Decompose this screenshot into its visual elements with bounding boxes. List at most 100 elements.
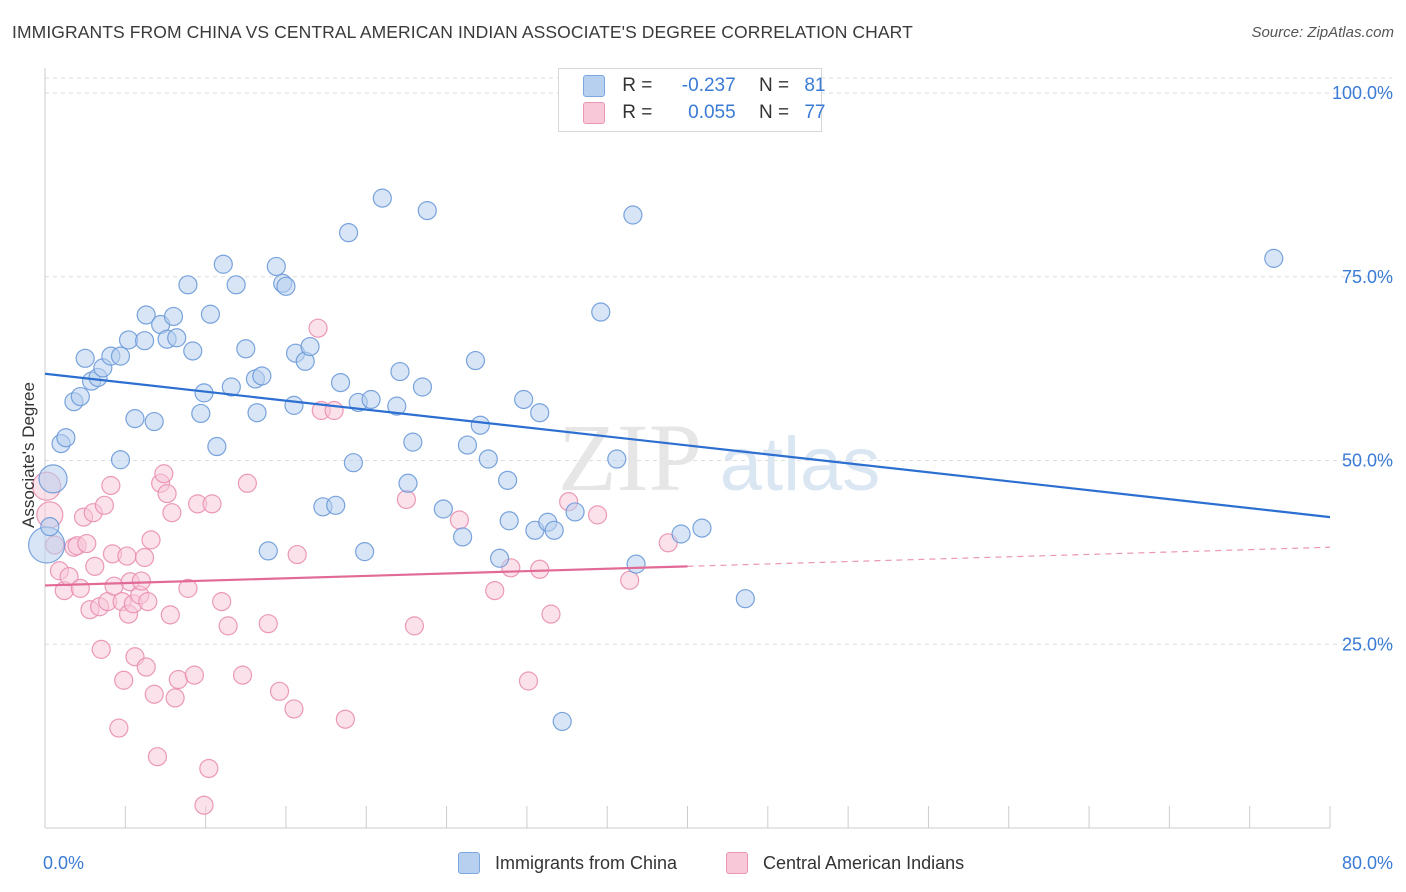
pink-point — [178, 578, 198, 598]
pink-point — [134, 547, 155, 568]
pink-point — [160, 605, 180, 625]
pink-point — [184, 665, 204, 685]
blue-point — [284, 395, 304, 415]
pink-point — [518, 671, 539, 691]
pink-point — [258, 614, 278, 634]
blue-point — [403, 432, 423, 452]
legend-r-label: R = — [622, 102, 653, 123]
blue-point — [252, 366, 272, 386]
blue-point — [183, 341, 203, 361]
bottom-legend-swatch-blue — [458, 852, 480, 875]
pink-point — [157, 483, 177, 504]
blue-point — [489, 548, 510, 568]
bottom-legend-label-cai: Central American Indians — [763, 852, 965, 873]
legend-n-label: N = — [758, 75, 790, 96]
blue-point — [514, 389, 534, 410]
blue-point — [478, 449, 498, 469]
pink-point — [541, 604, 561, 624]
legend-row-china: R = -0.237 N = 81 — [583, 75, 825, 99]
legend-n-value: 77 — [804, 102, 826, 123]
pink-point — [587, 505, 608, 525]
pink-point — [131, 571, 151, 591]
blue-point — [417, 201, 437, 221]
pink-point — [154, 464, 174, 484]
blue-point — [626, 554, 646, 574]
blue-point — [110, 346, 131, 366]
pink-point — [194, 795, 214, 815]
pink-point — [141, 530, 161, 550]
blue-point — [453, 527, 473, 547]
blue-point — [343, 453, 363, 473]
pink-point — [85, 556, 105, 576]
blue-point — [191, 403, 211, 424]
blue-point — [125, 409, 145, 429]
pink-point — [144, 684, 164, 704]
pink-point — [335, 709, 355, 729]
blue-point — [372, 188, 392, 208]
blue-point — [136, 305, 156, 325]
blue-point — [236, 339, 256, 359]
pink-point — [404, 616, 425, 636]
pink-point — [218, 616, 238, 636]
pink-point — [101, 475, 121, 496]
blue-point — [591, 302, 611, 322]
stats-legend: R = -0.237 N = 81 R = 0.055 N = 77 — [558, 68, 826, 132]
trend-line-central-american-indians — [44, 565, 688, 587]
pink-point — [396, 489, 417, 510]
pink-point — [94, 495, 115, 515]
blue-point — [433, 499, 453, 519]
blue-point — [134, 331, 155, 351]
trend-line-china — [44, 372, 1331, 519]
pink-point — [308, 318, 328, 338]
pink-point — [287, 544, 307, 565]
bottom-legend-china: Immigrants from China — [458, 852, 678, 875]
blue-point — [1264, 248, 1284, 268]
bottom-legend-swatch-pink — [726, 852, 748, 875]
chart-source: Source: ZipAtlas.com — [1251, 24, 1394, 41]
blue-point — [144, 411, 164, 432]
blue-point — [75, 348, 95, 368]
blue-point — [544, 520, 564, 540]
pink-point — [449, 510, 470, 530]
blue-point — [200, 304, 221, 324]
pink-point — [620, 570, 640, 590]
blue-point — [326, 495, 346, 515]
y-axis-label: Associate's Degree — [19, 382, 38, 528]
y-tick-label: 50.0% — [1342, 451, 1393, 471]
blue-point — [118, 330, 139, 350]
series-immigrants-from-china-points — [28, 188, 1284, 732]
pink-point — [136, 657, 156, 677]
blue-point — [499, 511, 519, 531]
pink-point — [165, 688, 185, 708]
blue-point — [70, 386, 90, 407]
pink-point — [70, 578, 90, 598]
trend-line-central-american-indians-dashed — [687, 546, 1331, 567]
gridlines — [45, 77, 1392, 645]
blue-point — [207, 436, 227, 457]
blue-point — [470, 415, 490, 435]
blue-point — [361, 389, 381, 410]
series-central-american-indians-points — [32, 318, 678, 815]
legend-swatch-blue — [583, 75, 605, 97]
blue-point — [38, 464, 68, 494]
blue-point — [671, 524, 691, 544]
blue-point — [390, 361, 410, 382]
x-tick-label: 0.0% — [43, 853, 84, 873]
pink-point — [530, 559, 550, 579]
pink-point — [269, 681, 290, 701]
y-tick-label: 100.0% — [1332, 83, 1393, 103]
blue-point — [167, 328, 187, 348]
blue-point — [552, 711, 572, 732]
legend-r-value: 0.055 — [688, 102, 736, 123]
pink-point — [77, 533, 97, 554]
legend-r-value: -0.237 — [681, 75, 736, 96]
bottom-legend-label-china: Immigrants from China — [495, 852, 678, 873]
blue-point — [266, 256, 286, 277]
watermark-zip: ZIP — [558, 404, 702, 511]
tick-labels: 25.0% 50.0% 75.0% 100.0% 0.0% 80.0% — [43, 83, 1393, 873]
x-tick-label: 80.0% — [1342, 853, 1393, 873]
blue-point — [258, 541, 278, 561]
blue-point — [530, 403, 550, 423]
blue-point — [498, 470, 518, 490]
